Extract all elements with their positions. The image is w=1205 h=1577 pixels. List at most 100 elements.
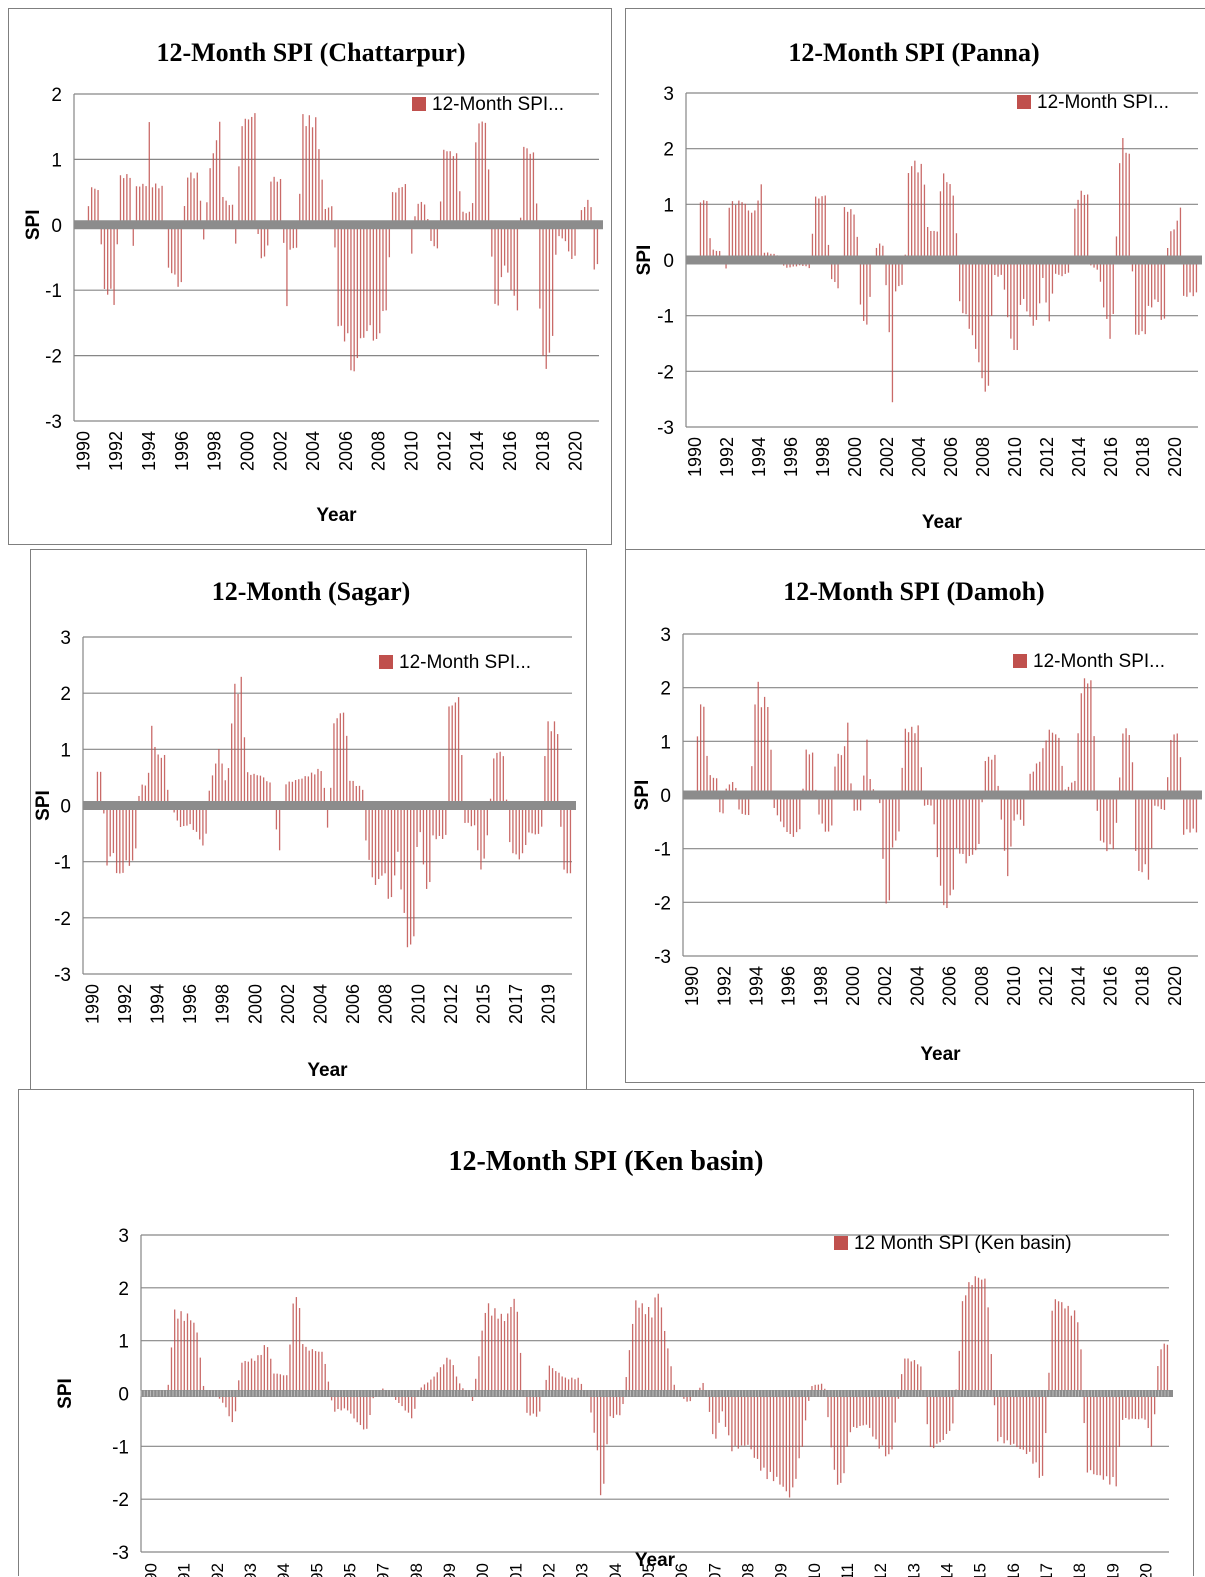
bar: [1019, 1393, 1021, 1450]
bar: [526, 1393, 528, 1413]
bar: [167, 789, 169, 806]
y-tick-label: -1: [657, 307, 674, 328]
bar: [91, 187, 93, 225]
bar: [263, 1345, 265, 1394]
bar: [529, 153, 531, 225]
x-tick-label: 1992: [714, 966, 734, 1006]
bar: [237, 693, 239, 806]
bar: [856, 1393, 858, 1428]
bar: [161, 185, 163, 225]
bar: [751, 212, 753, 260]
bar: [760, 1393, 762, 1471]
x-tick-label: 2006: [343, 984, 363, 1024]
bar: [852, 1393, 855, 1427]
bar: [491, 1315, 493, 1394]
bar: [369, 1393, 371, 1416]
bar: [958, 1350, 960, 1394]
bar: [850, 209, 852, 260]
bar: [397, 805, 399, 852]
bar: [413, 805, 415, 937]
bar: [1029, 260, 1031, 317]
bar: [158, 188, 160, 225]
bar: [119, 805, 121, 874]
bar: [115, 805, 118, 874]
bar: [462, 211, 464, 225]
bar: [363, 224, 365, 338]
x-tick-label: 2019: [1103, 1563, 1122, 1577]
bar: [590, 1393, 592, 1413]
bar: [574, 224, 576, 256]
bar: [1176, 733, 1178, 795]
x-tick-label: 2018: [1133, 437, 1153, 477]
bar: [1010, 260, 1012, 339]
bar: [728, 784, 731, 795]
bar: [1151, 795, 1153, 849]
bar: [815, 196, 817, 260]
bar: [843, 1393, 845, 1474]
bar: [901, 260, 903, 285]
bar: [180, 1311, 182, 1394]
bar: [731, 1393, 733, 1452]
chart-title: 12-Month SPI (Panna): [788, 38, 1039, 67]
x-tick-label: 1992: [106, 431, 126, 471]
bar: [429, 805, 431, 883]
bar-series: [75, 113, 599, 372]
bar: [443, 1364, 445, 1394]
legend: 12-Month SPI...: [1013, 651, 1165, 672]
bar: [910, 1361, 912, 1394]
bar: [157, 754, 159, 806]
bar: [224, 780, 226, 806]
bar: [917, 725, 919, 795]
bar: [446, 1357, 448, 1394]
bar: [147, 772, 150, 806]
chart-title: 12-Month (Sagar): [212, 577, 411, 606]
legend-label: 12-Month SPI...: [1033, 651, 1165, 672]
bar: [199, 805, 201, 840]
bar: [387, 805, 389, 899]
x-tick-label: 2004: [909, 437, 929, 477]
bar: [1186, 260, 1188, 297]
bar: [516, 1311, 518, 1394]
bar: [1173, 734, 1175, 795]
bar: [1096, 795, 1098, 811]
bar: [294, 780, 297, 806]
bar: [719, 795, 721, 813]
bar: [250, 774, 252, 806]
x-tick-label: 1998: [813, 437, 833, 477]
x-tick-label: 2020: [1136, 1563, 1155, 1577]
bar: [836, 1393, 839, 1485]
bar: [1183, 795, 1185, 835]
bar: [907, 173, 910, 260]
bar: [859, 260, 862, 305]
bar: [141, 784, 143, 806]
bar: [567, 224, 570, 252]
bar: [1115, 1393, 1117, 1487]
bar: [1154, 260, 1156, 300]
bar: [483, 805, 485, 859]
bar: [163, 754, 166, 806]
bar: [304, 776, 306, 806]
bar: [984, 761, 986, 795]
bar: [340, 224, 343, 326]
x-tick-label: 2013: [904, 1563, 923, 1577]
bar: [818, 198, 820, 260]
x-tick-label: 2012: [434, 431, 454, 471]
bar: [936, 795, 939, 858]
bar: [702, 1382, 704, 1394]
x-tick-label: 2006: [336, 431, 356, 471]
x-tick-label: 2006: [672, 1563, 691, 1577]
bar: [1112, 795, 1114, 850]
bar: [583, 207, 586, 225]
bar: [452, 1365, 454, 1394]
bar: [895, 260, 897, 292]
bar: [590, 207, 592, 225]
bar: [138, 795, 140, 806]
bar: [270, 181, 272, 225]
bar: [949, 1393, 951, 1431]
bar: [891, 795, 894, 848]
bar: [1006, 1393, 1008, 1441]
bar: [282, 1375, 285, 1394]
bar: [1080, 190, 1082, 260]
bar: [1032, 771, 1034, 795]
bar: [1000, 795, 1002, 820]
